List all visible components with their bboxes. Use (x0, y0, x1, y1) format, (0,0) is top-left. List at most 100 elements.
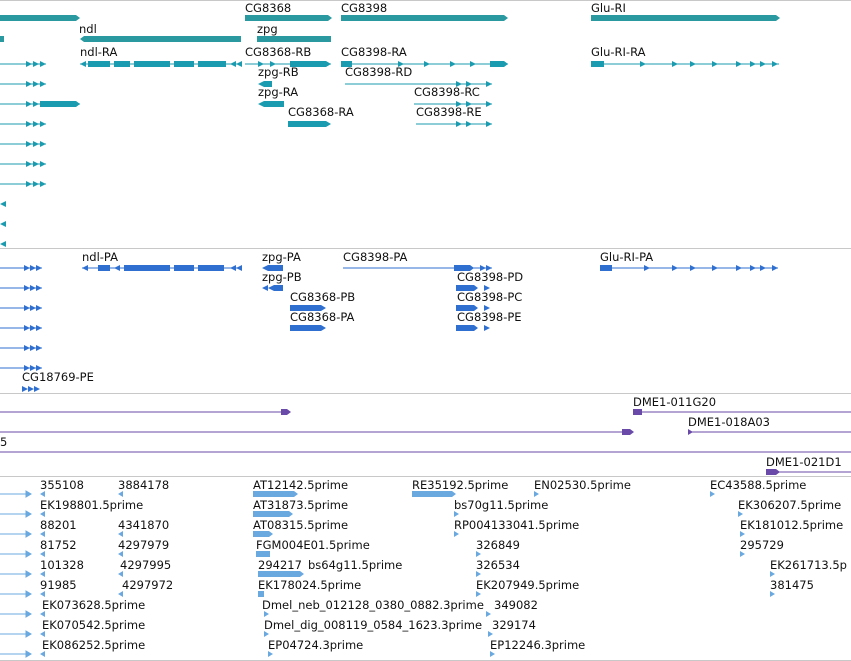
protein-zpg-pb[interactable] (262, 285, 283, 291)
transcript-cg8398-re[interactable] (416, 121, 492, 127)
clone-left-2[interactable] (0, 429, 634, 435)
est-label[interactable]: 294217 (258, 558, 302, 572)
est-label[interactable]: EK181012.5prime (740, 518, 844, 532)
est-label[interactable]: 101328 (40, 558, 84, 572)
protein-label-zpg-pa[interactable]: zpg-PA (262, 250, 301, 264)
est-label[interactable]: 91985 (40, 578, 77, 592)
protein-cg8368-pb[interactable] (290, 305, 326, 311)
transcript-label-cg8368-ra[interactable]: CG8368-RA (288, 105, 354, 119)
est-label[interactable]: Dmel_dig_008119_0584_1623.3prime (264, 618, 483, 632)
protein-cg8398-pc[interactable] (456, 305, 490, 311)
transcript-cg8398-ra[interactable] (341, 61, 508, 67)
protein-cg8398-pd[interactable] (456, 285, 490, 291)
gene-bar-zpg[interactable] (257, 36, 331, 42)
est-label[interactable]: FGM004E01.5prime (256, 538, 370, 552)
protein-label-ndl-pa[interactable]: ndl-PA (82, 250, 118, 264)
est-label[interactable]: 4297995 (120, 558, 172, 572)
est-label[interactable]: EK207949.5prime (476, 578, 580, 592)
gene-bar-left[interactable] (0, 15, 80, 21)
protein-label-cg8368-pb[interactable]: CG8368-PB (290, 290, 356, 304)
protein-cg8398-pe[interactable] (456, 325, 490, 331)
protein-label-cg8398-pa[interactable]: CG8398-PA (343, 250, 408, 264)
edge-proteins[interactable] (0, 265, 42, 392)
est-label[interactable]: EN02530.5prime (534, 478, 631, 492)
clone-label-edge[interactable]: 5 (0, 435, 8, 449)
transcript-label-ndl-ra[interactable]: ndl-RA (80, 45, 118, 59)
gene-bar-glu-ri[interactable] (591, 15, 780, 21)
gene-bar-cg8398[interactable] (341, 15, 508, 21)
est-label[interactable]: bs70g11.5prime (454, 498, 549, 512)
est-label[interactable]: 329174 (492, 618, 536, 632)
protein-label-cg18769-pe[interactable]: CG18769-PE (22, 370, 94, 384)
est-label[interactable]: 3884178 (118, 478, 170, 492)
transcript-label-cg8398-re[interactable]: CG8398-RE (416, 105, 482, 119)
gene-label-zpg[interactable]: zpg (257, 22, 278, 36)
clone-dme1-018a03[interactable] (688, 429, 851, 435)
protein-label-glu-ri-pa[interactable]: Glu-RI-PA (600, 250, 654, 264)
est-label[interactable]: RE35192.5prime (412, 478, 509, 492)
clone-dme1-011g20[interactable] (633, 409, 851, 415)
est-label[interactable]: EK178024.5prime (258, 578, 362, 592)
transcript-label-cg8398-ra[interactable]: CG8398-RA (341, 45, 407, 59)
gene-label-cg8368[interactable]: CG8368 (245, 1, 292, 15)
protein-label-cg8368-pa[interactable]: CG8368-PA (290, 310, 355, 324)
gene-bar-cg8368[interactable] (245, 15, 332, 21)
est-label[interactable]: AT08315.5prime (253, 518, 349, 532)
protein-label-cg8398-pd[interactable]: CG8398-PD (457, 270, 524, 284)
transcript-glu-ri-ra[interactable] (591, 61, 779, 67)
transcript-ndl-ra[interactable] (80, 61, 242, 67)
est-label[interactable]: EK086252.5prime (42, 638, 146, 652)
clone-left-1[interactable] (0, 409, 291, 415)
est-label[interactable]: RP004133041.5prime (454, 518, 580, 532)
est-label[interactable]: EK261713.5p (770, 558, 847, 572)
est-label[interactable]: 326849 (476, 538, 520, 552)
est-small-glyphs[interactable] (40, 491, 775, 657)
protein-zpg-pa[interactable] (262, 265, 283, 271)
gene-bar-ndl[interactable] (80, 36, 241, 42)
est-label[interactable]: EP04724.3prime (268, 638, 364, 652)
protein-cg8368-pa[interactable] (290, 325, 326, 331)
transcript-zpg-rb[interactable] (258, 81, 272, 87)
est-label[interactable]: 326534 (476, 558, 520, 572)
gene-label-glu-ri[interactable]: Glu-RI (591, 1, 626, 15)
gene-label-cg8398[interactable]: CG8398 (341, 1, 388, 15)
transcript-cg8398-rd[interactable] (345, 81, 492, 87)
est-label[interactable]: EK070542.5prime (42, 618, 146, 632)
protein-ndl-pa[interactable] (82, 265, 242, 271)
protein-cg8398-pa[interactable] (343, 265, 492, 271)
transcript-cg8368-ra[interactable] (288, 121, 331, 127)
est-label[interactable]: 295729 (740, 538, 784, 552)
est-label[interactable]: 81752 (40, 538, 77, 552)
est-label[interactable]: 4297979 (118, 538, 170, 552)
clone-label-dme1-021d1[interactable]: DME1-021D1 (766, 455, 842, 469)
est-label[interactable]: EK306207.5prime (738, 498, 842, 512)
clone-label-dme1-018a03[interactable]: DME1-018A03 (688, 415, 770, 429)
protein-glu-ri-pa[interactable] (600, 265, 778, 271)
est-label[interactable]: 4297972 (122, 578, 174, 592)
protein-label-cg8398-pe[interactable]: CG8398-PE (457, 310, 522, 324)
est-label[interactable]: AT31873.5prime (253, 498, 349, 512)
transcript-label-cg8398-rd[interactable]: CG8398-RD (345, 65, 413, 79)
est-edge-arrows[interactable] (0, 490, 32, 658)
est-label[interactable]: EK073628.5prime (42, 598, 146, 612)
est-label[interactable]: Dmel_neb_012128_0380_0882.3prime (262, 598, 484, 612)
clone-label-dme1-011g20[interactable]: DME1-011G20 (633, 395, 717, 409)
protein-label-zpg-pb[interactable]: zpg-PB (262, 270, 302, 284)
clone-dme1-021d1[interactable] (766, 469, 851, 475)
est-label[interactable]: EC43588.5prime (710, 478, 807, 492)
est-label[interactable]: 381475 (770, 578, 814, 592)
transcript-label-zpg-rb[interactable]: zpg-RB (258, 65, 299, 79)
est-label[interactable]: 4341870 (118, 518, 170, 532)
edge-transcripts[interactable] (0, 61, 80, 247)
est-label[interactable]: bs64g11.5prime (308, 558, 403, 572)
transcript-label-zpg-ra[interactable]: zpg-RA (258, 85, 299, 99)
transcript-zpg-ra[interactable] (258, 101, 284, 107)
est-label[interactable]: 355108 (40, 478, 84, 492)
est-label[interactable]: EK198801.5prime (40, 498, 144, 512)
est-label[interactable]: EP12246.3prime (490, 638, 586, 652)
transcript-label-cg8368-rb[interactable]: CG8368-RB (245, 45, 312, 59)
gene-label-ndl[interactable]: ndl (79, 22, 97, 36)
transcript-label-cg8398-rc[interactable]: CG8398-RC (414, 85, 480, 99)
transcript-cg8368-rb[interactable] (245, 61, 331, 67)
est-label[interactable]: AT12142.5prime (253, 478, 349, 492)
